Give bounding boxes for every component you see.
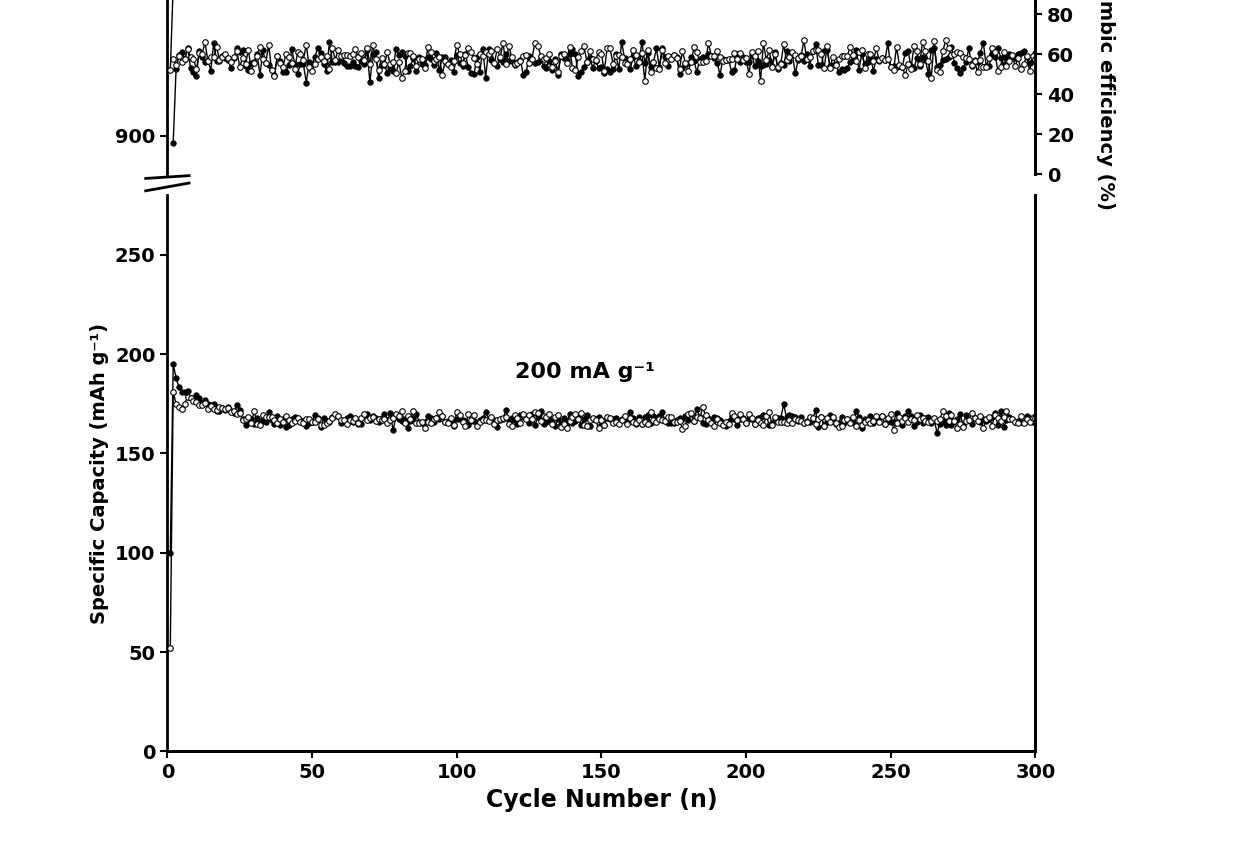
X-axis label: Cycle Number (n): Cycle Number (n) bbox=[486, 788, 717, 812]
Y-axis label: Specific Capacity (mAh g⁻¹): Specific Capacity (mAh g⁻¹) bbox=[91, 323, 109, 624]
Text: 200 mA g⁻¹: 200 mA g⁻¹ bbox=[515, 362, 655, 382]
Y-axis label: Coulombic efficiency (%): Coulombic efficiency (%) bbox=[1096, 0, 1115, 211]
